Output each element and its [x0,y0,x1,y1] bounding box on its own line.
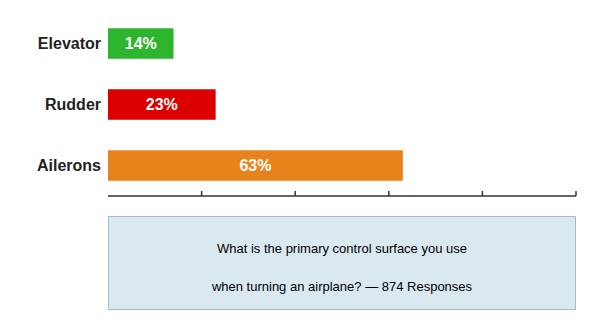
x-tick [388,191,390,196]
bar [108,89,216,120]
annotation-box [109,217,576,310]
x-tick [201,191,203,196]
bar [108,28,174,59]
data-label: 63% [239,157,271,174]
x-tick [575,191,577,196]
category-label: Ailerons [37,157,101,174]
annotation: when turning an airplane? — 874 Response… [211,279,473,294]
bars [108,28,403,181]
data-label: 23% [146,96,178,113]
category-label: Elevator [38,35,101,52]
x-axis [108,195,576,197]
category-label: Rudder [45,96,101,113]
bar [108,150,403,181]
data-label: 14% [125,35,157,52]
x-tick [482,191,484,196]
annotation: What is the primary control surface you … [217,241,467,256]
x-tick [294,191,296,196]
chart: 63% 23% 14% Ailerons Rudder Elevator What is t… [0,0,600,317]
